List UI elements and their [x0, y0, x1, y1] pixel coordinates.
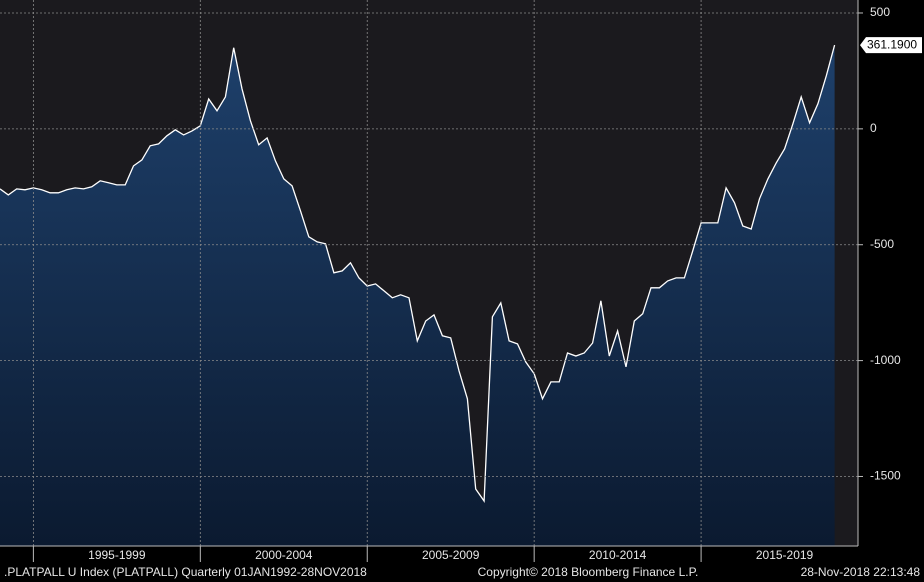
y-tick-label: -1500	[870, 469, 901, 483]
last-value-tag	[860, 37, 922, 54]
footer-copyright: Copyright© 2018 Bloomberg Finance L.P.	[478, 565, 699, 579]
y-tick-label: -500	[870, 237, 894, 251]
x-tick-label: 2005-2009	[422, 548, 480, 562]
line	[0, 44, 836, 503]
area-fill	[0, 45, 835, 546]
x-tick-label: 1995-1999	[88, 548, 146, 562]
footer-timestamp: 28-Nov-2018 22:13:48	[801, 565, 921, 579]
last-value-label: 361.1900	[867, 37, 917, 51]
y-tick-label: 0	[870, 121, 877, 135]
y-tick-label: -1000	[870, 353, 901, 367]
x-tick-label: 2015-2019	[756, 548, 814, 562]
y-tick-label: 500	[870, 5, 890, 19]
footer-security: .PLATPALL U Index (PLATPALL) Quarterly 0…	[4, 565, 367, 579]
x-tick-label: 2000-2004	[255, 548, 313, 562]
x-tick-label: 2010-2014	[589, 548, 647, 562]
